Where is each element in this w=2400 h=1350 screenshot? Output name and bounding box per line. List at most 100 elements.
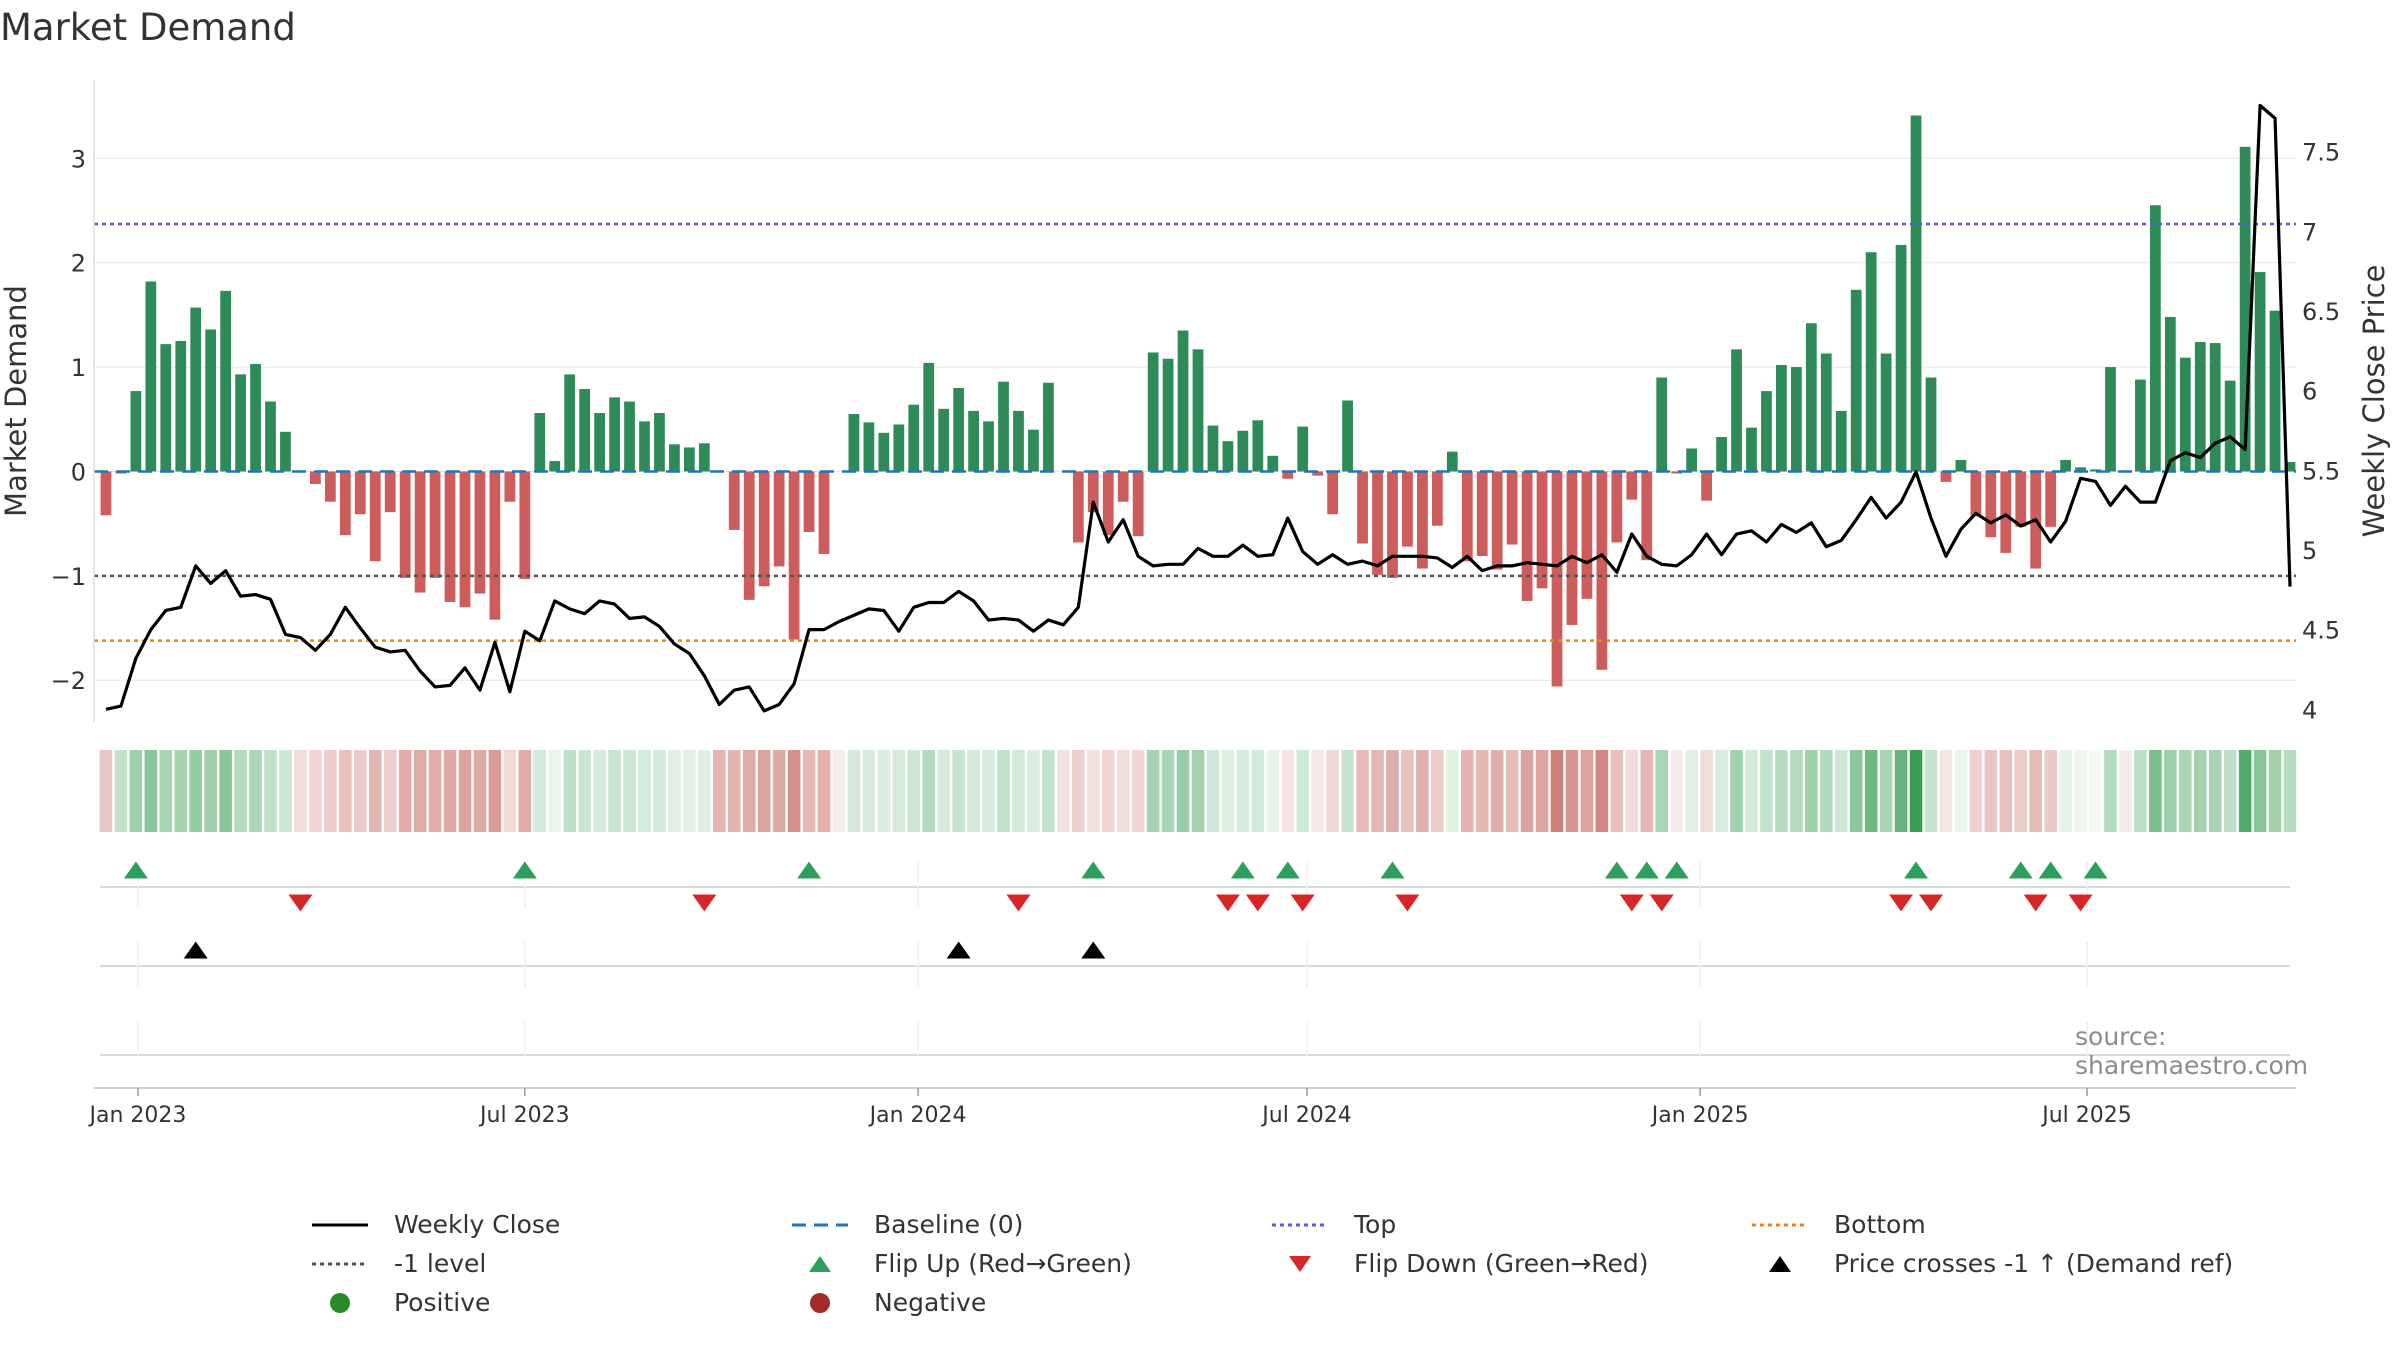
positive-bar: [1805, 323, 1817, 472]
heat-cell: [1610, 750, 1624, 832]
legend-label: Negative: [874, 1288, 987, 1317]
heat-cell: [2014, 750, 2028, 832]
heat-cell: [2134, 750, 2147, 832]
negative-bar: [2045, 471, 2057, 527]
legend-symbol: [810, 1292, 830, 1313]
heat-cell: [1939, 750, 1953, 832]
heat-cell: [1790, 750, 1803, 832]
negative-bar: [1566, 471, 1578, 625]
heat-cell: [1131, 750, 1145, 832]
heat-cell: [937, 750, 950, 832]
heat-cell: [1894, 750, 1908, 832]
price-line-group: [105, 103, 2292, 713]
negative-bar: [1431, 471, 1443, 526]
heat-cell: [1057, 750, 1070, 832]
y2-tick-label: 7.5: [2302, 139, 2340, 167]
positive-bar: [893, 424, 905, 472]
heat-cell: [742, 750, 756, 832]
positive-bar: [2150, 205, 2161, 472]
heat-cell: [368, 750, 382, 832]
positive-bar: [2075, 467, 2086, 472]
positive-bar: [2194, 342, 2206, 472]
heat-cell: [2164, 750, 2177, 832]
flip-down-marker: [1395, 894, 1420, 912]
negative-bar: [414, 471, 426, 593]
heat-cell: [1191, 750, 1205, 832]
negative-bar: [354, 471, 366, 515]
positive-bar: [654, 413, 665, 472]
heat-cell: [1371, 750, 1384, 832]
heat-cell: [757, 750, 771, 832]
negative-bar: [743, 471, 755, 600]
heat-cell: [698, 750, 711, 832]
flip-up-marker: [1604, 861, 1629, 879]
positive-bar: [698, 443, 710, 472]
heat-cell: [1206, 750, 1220, 832]
heat-cell: [1909, 750, 1923, 832]
heat-cell: [1416, 750, 1429, 832]
heat-cell: [982, 750, 995, 832]
heat-cell: [1655, 750, 1669, 832]
negative-bar: [1461, 471, 1473, 562]
heat-cell: [862, 750, 876, 832]
heat-cell: [2283, 750, 2297, 832]
heat-cell: [1251, 750, 1265, 832]
flip-down-marker: [1918, 894, 1943, 912]
legend-item: Weekly Close: [310, 1210, 560, 1239]
heat-cell: [907, 750, 921, 832]
legend-item: Negative: [790, 1288, 986, 1317]
flip-down-marker: [1649, 894, 1674, 912]
heat-cell: [1685, 750, 1698, 832]
flip-down-marker: [692, 894, 717, 912]
positive-bar: [1028, 429, 1039, 472]
positive-bar: [1865, 252, 1877, 472]
negative-bar: [339, 471, 351, 536]
heat-cell: [1879, 750, 1893, 832]
negative-bar: [818, 471, 830, 554]
heat-cell: [234, 750, 247, 832]
flip-down-marker: [2068, 894, 2093, 912]
heat-cell: [2193, 750, 2207, 832]
positive-bar: [2135, 379, 2146, 472]
positive-bar: [2090, 469, 2101, 472]
flip-up-marker: [2083, 861, 2108, 879]
positive-bar: [250, 363, 261, 472]
negative-bar: [324, 471, 336, 502]
x-tick-label: Jan 2025: [1650, 1103, 1749, 1128]
flip-up-marker: [1081, 861, 1106, 879]
heat-cell: [1595, 750, 1609, 832]
x-tick-label: Jul 2024: [1260, 1103, 1352, 1128]
positive-bar: [160, 344, 172, 472]
positive-bar: [1835, 410, 1847, 472]
heat-cell: [518, 750, 532, 832]
flip-down-marker: [1619, 894, 1644, 912]
heat-cell: [817, 750, 831, 832]
y2-tick-label: 6: [2302, 378, 2317, 406]
positive-bar: [998, 381, 1009, 472]
negative-bar: [459, 471, 471, 608]
positive-bar: [848, 414, 860, 472]
flip-down-marker: [2023, 894, 2048, 912]
heat-cell: [1969, 750, 1983, 832]
positive-bar: [624, 401, 635, 472]
heat-cell: [1236, 750, 1250, 832]
positive-bar: [669, 444, 680, 472]
flip-down-marker: [1889, 894, 1914, 912]
heat-cell: [832, 750, 846, 832]
legend-symbol: [792, 1223, 848, 1226]
positive-bar: [1252, 420, 1264, 472]
flip-up-marker: [1275, 861, 1300, 879]
positive-bar: [1731, 349, 1742, 472]
legend-label: Positive: [394, 1288, 491, 1317]
positive-bar: [1776, 364, 1787, 472]
heat-cell: [533, 750, 547, 832]
legend-symbol: [1752, 1223, 1808, 1226]
negative-bar: [1357, 471, 1368, 544]
heat-cell: [1849, 750, 1863, 832]
heat-cell: [2208, 750, 2222, 832]
heat-cell: [1101, 750, 1115, 832]
positive-bar: [1955, 459, 1967, 472]
positive-bar: [1820, 353, 1832, 472]
negative-bar: [1536, 471, 1548, 589]
heat-cell: [129, 750, 143, 832]
